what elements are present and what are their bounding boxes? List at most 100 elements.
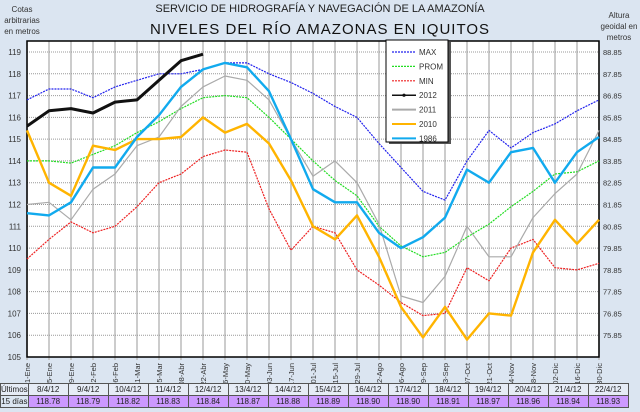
- table-date-cell: 11/4/12: [147, 383, 189, 396]
- x-tick-label: 25-Mar: [155, 363, 164, 383]
- x-tick-label: 01-Ene: [23, 363, 32, 383]
- series-line-prom: [27, 94, 600, 258]
- table-value-cell: 118.90: [347, 395, 389, 408]
- x-tick-label: 15-Jul: [331, 363, 340, 383]
- y-tick-label: 118: [8, 70, 21, 79]
- legend-label: 2011: [419, 106, 437, 115]
- y2-tick-label: 82.85: [603, 179, 622, 188]
- plot-border: [26, 40, 600, 358]
- line-chart: 01-Ene 15-Ene 29-Ene 12-Feb 26-Feb 11-Mar 25-M…: [8, 39, 622, 383]
- y-tick-label: 108: [8, 288, 22, 297]
- y-axis-label: Cotas arbitrarias en metros: [4, 5, 40, 36]
- table-value-cell: 118.89: [307, 395, 349, 408]
- table-date-cell: 17/4/12: [387, 383, 429, 396]
- table-value-cell: 118.91: [427, 395, 469, 408]
- y2-tick-label: 80.85: [603, 222, 622, 231]
- y2-tick-label: 83.85: [603, 157, 622, 166]
- y-tick-label: 115: [8, 135, 21, 144]
- table-date-cell: 22/4/12: [587, 383, 629, 396]
- table-value-cell: 118.82: [107, 395, 149, 408]
- x-tick-label: 06-May: [221, 363, 230, 383]
- y2-tick-label: 78.85: [603, 266, 622, 275]
- y-tick-label: 116: [8, 113, 21, 122]
- x-tick-label: 16-Dic: [573, 363, 582, 383]
- table-date-cell: 13/4/12: [227, 383, 269, 396]
- table-date-cell: 20/4/12: [507, 383, 549, 396]
- x-tick-label: 12-Ago: [375, 363, 384, 383]
- legend-label: 1986: [419, 134, 437, 143]
- legend-box: [385, 39, 449, 143]
- table-date-cell: 9/4/12: [67, 383, 109, 396]
- x-tick-label: 09-Sep: [419, 363, 428, 383]
- y2-tick-label: 76.85: [603, 309, 622, 318]
- table-date-cell: 12/4/12: [187, 383, 229, 396]
- x-tick-label: 29-Ene: [67, 363, 76, 383]
- chart-subtitle: SERVICIO DE HIDROGRAFÍA Y NAVEGACIÓN DE …: [155, 3, 485, 15]
- y2-axis-label: Altura geoidal en metros: [600, 11, 638, 42]
- y2-tick-label: 81.85: [603, 201, 622, 210]
- x-tick-label: 26-Feb: [111, 363, 120, 383]
- y-tick-label: 114: [8, 157, 21, 166]
- table-value-cell: 118.83: [147, 395, 189, 408]
- y-tick-label: 109: [8, 266, 22, 275]
- x-tick-label: 23-Sep: [441, 363, 450, 383]
- x-tick-label: 03-Jun: [265, 363, 274, 383]
- x-tick-label: 08-Abr: [177, 363, 186, 383]
- legend-label: 2012: [419, 91, 437, 100]
- table-date-cell: 15/4/12: [307, 383, 349, 396]
- x-tick-label: 22-Abr: [199, 363, 208, 383]
- y-tick-label: 112: [8, 201, 21, 210]
- table-date-cell: 14/4/12: [267, 383, 309, 396]
- x-tick-label: 02-Dic: [551, 363, 560, 383]
- x-tick-label: 30-Dic: [595, 363, 604, 383]
- y2-tick-label: 77.85: [603, 288, 622, 297]
- x-tick-label: 12-Feb: [89, 363, 98, 383]
- x-tick-label: 21-Oct: [485, 362, 494, 383]
- table-date-cell: 10/4/12: [107, 383, 149, 396]
- x-tick-label: 29-Jul: [353, 363, 362, 383]
- y2-tick-label: 84.85: [603, 135, 622, 144]
- legend-label: 2010: [419, 120, 437, 129]
- x-tick-label: 17-Jun: [287, 363, 296, 383]
- x-tick-label: 26-Ago: [397, 363, 406, 383]
- y-tick-label: 105: [8, 353, 22, 362]
- y-tick-label: 111: [9, 222, 22, 231]
- row-label: 15 días: [0, 395, 29, 408]
- series-line-2010: [25, 116, 600, 341]
- table-value-cell: 118.84: [187, 395, 229, 408]
- legend-label: MAX: [419, 48, 437, 57]
- legend-label: PROM: [419, 62, 443, 71]
- x-tick-label: 18-Nov: [529, 363, 538, 383]
- x-tick-label: 15-Ene: [45, 363, 54, 383]
- y2-tick-label: 75.85: [603, 331, 622, 340]
- y2-tick-label: 87.85: [603, 70, 622, 79]
- legend-label: MIN: [419, 77, 434, 86]
- y2-tick-label: 88.85: [603, 48, 622, 57]
- y-tick-label: 119: [8, 48, 21, 57]
- y2-tick-label: 85.85: [603, 113, 622, 122]
- series-line-1986: [26, 61, 600, 250]
- table-value-cell: 118.87: [227, 395, 269, 408]
- table-value-cell: 118.96: [507, 395, 549, 408]
- x-tick-label: 11-Mar: [133, 363, 142, 383]
- x-tick-label: 07-Oct: [463, 362, 472, 383]
- y2-tick-label: 79.85: [603, 244, 622, 253]
- table-value-cell: 118.90: [387, 395, 429, 408]
- series-line-max: [26, 62, 600, 201]
- y-tick-label: 110: [8, 244, 21, 253]
- table-value-cell: 118.93: [587, 395, 629, 408]
- table-value-cell: 118.79: [67, 395, 109, 408]
- table-date-cell: 21/4/12: [547, 383, 589, 396]
- y-tick-label: 107: [8, 309, 22, 318]
- table-value-cell: 118.78: [27, 395, 69, 408]
- y-tick-label: 106: [8, 331, 22, 340]
- table-value-cell: 118.97: [467, 395, 509, 408]
- row-label: Últimos: [0, 383, 29, 396]
- x-tick-label: 01-Jul: [309, 363, 318, 383]
- table-value-cell: 118.88: [267, 395, 309, 408]
- table-date-cell: 16/4/12: [347, 383, 389, 396]
- legend-marker: [402, 93, 406, 97]
- table-date-cell: 18/4/12: [427, 383, 469, 396]
- table-date-cell: 8/4/12: [27, 383, 69, 396]
